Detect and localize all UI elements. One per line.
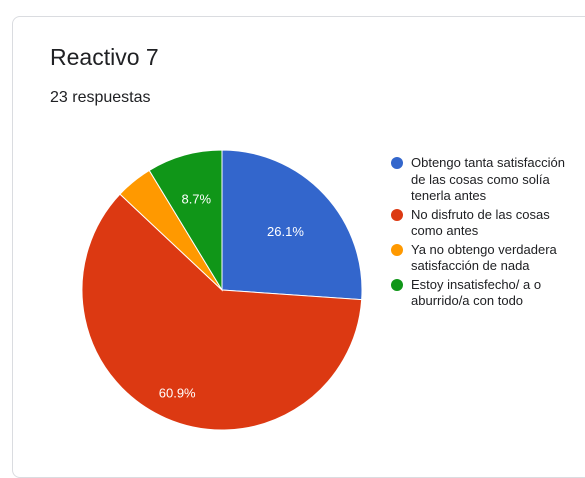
response-count: 23 respuestas [50, 89, 151, 106]
pie-slice[interactable] [221, 149, 363, 301]
legend-swatch [391, 278, 403, 291]
legend-swatch [391, 243, 403, 256]
legend-label: Estoy insatisfecho/ a o aburrido/a con t… [411, 276, 542, 309]
chart-title: Reactivo 7 [50, 44, 159, 70]
legend-swatch [391, 208, 403, 221]
slice-label: 60.9% [159, 386, 196, 401]
slice-label: 26.1% [267, 224, 304, 239]
slice-label: 8.7% [181, 191, 211, 206]
legend-item[interactable]: Obtengo tanta satisfacción de las cosas … [388, 155, 568, 205]
legend-item[interactable]: No disfruto de las cosas como antes [388, 207, 568, 240]
legend-item[interactable]: Estoy insatisfecho/ a o aburrido/a con t… [388, 277, 568, 310]
legend-item[interactable]: Ya no obtengo verdadera satisfacción de … [388, 242, 568, 275]
pie-slice[interactable] [81, 193, 363, 431]
chart-legend: Obtengo tanta satisfacción de las cosas … [388, 155, 568, 312]
legend-swatch [391, 157, 403, 169]
pie-slice[interactable] [148, 149, 223, 292]
pie-chart: 26.1% 60.9% 8.7% [81, 149, 363, 431]
legend-label: Ya no obtengo verdadera satisfacción de … [411, 241, 557, 274]
legend-label: No disfruto de las cosas como antes [411, 206, 550, 239]
legend-label: Obtengo tanta satisfacción de las cosas … [411, 155, 565, 203]
